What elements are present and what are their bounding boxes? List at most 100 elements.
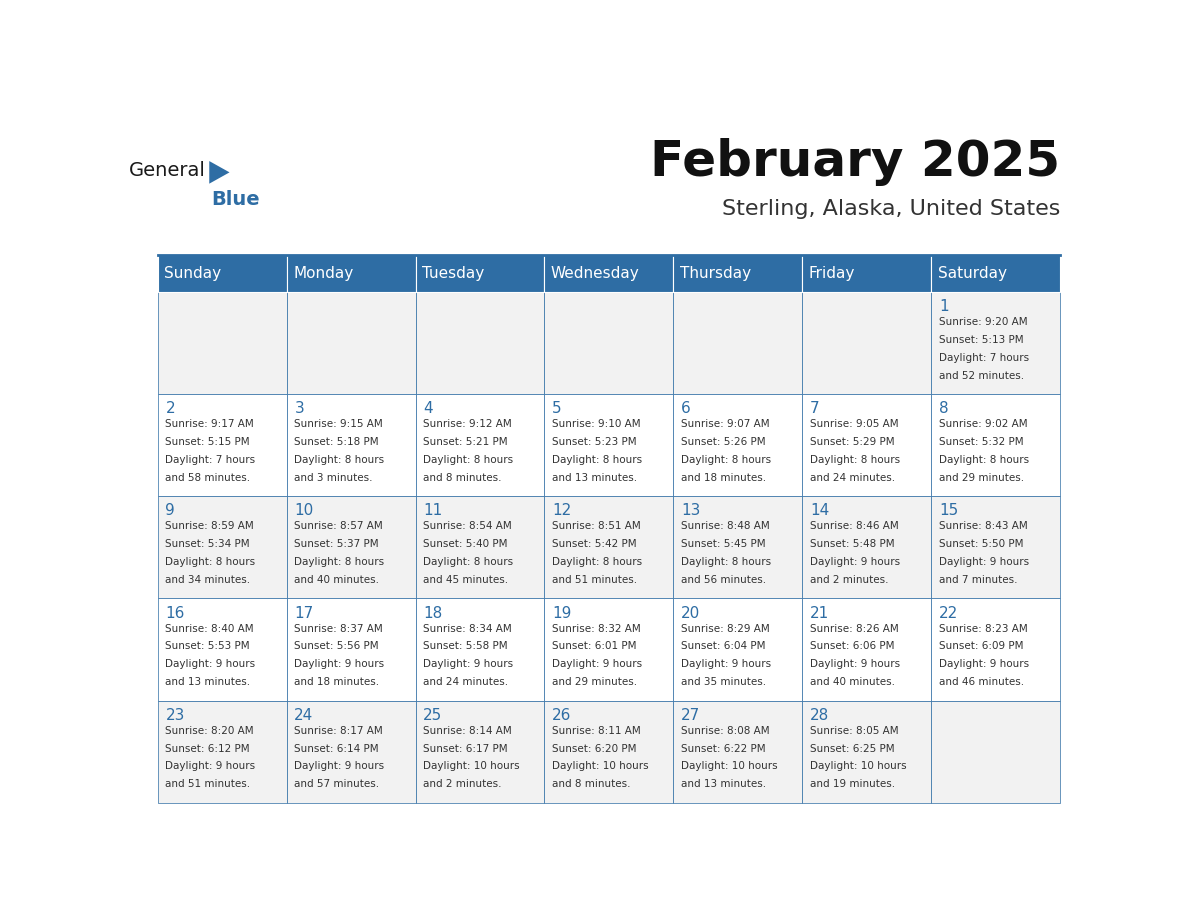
Text: 3: 3 — [295, 401, 304, 416]
Text: Sunset: 6:06 PM: Sunset: 6:06 PM — [810, 642, 895, 652]
Text: Monday: Monday — [293, 266, 353, 281]
Text: and 7 minutes.: and 7 minutes. — [939, 575, 1017, 585]
Bar — [674, 292, 802, 394]
Text: Sunrise: 8:23 AM: Sunrise: 8:23 AM — [939, 623, 1028, 633]
Text: Daylight: 8 hours: Daylight: 8 hours — [423, 557, 513, 567]
Text: Sunset: 5:34 PM: Sunset: 5:34 PM — [165, 539, 249, 549]
Text: Sunset: 5:45 PM: Sunset: 5:45 PM — [681, 539, 765, 549]
Bar — [674, 255, 802, 292]
Bar — [158, 700, 286, 803]
Text: Sunrise: 8:51 AM: Sunrise: 8:51 AM — [552, 521, 640, 532]
Text: Sunrise: 8:37 AM: Sunrise: 8:37 AM — [295, 623, 383, 633]
Text: Sunset: 5:32 PM: Sunset: 5:32 PM — [939, 437, 1023, 447]
Text: Sunrise: 8:32 AM: Sunrise: 8:32 AM — [552, 623, 640, 633]
Text: Saturday: Saturday — [937, 266, 1006, 281]
Text: and 51 minutes.: and 51 minutes. — [552, 575, 637, 585]
Text: Sunset: 5:13 PM: Sunset: 5:13 PM — [939, 335, 1023, 345]
Text: Sunrise: 9:20 AM: Sunrise: 9:20 AM — [939, 317, 1028, 327]
Text: Sunset: 6:14 PM: Sunset: 6:14 PM — [295, 744, 379, 754]
Text: Daylight: 8 hours: Daylight: 8 hours — [295, 454, 385, 465]
Text: Sunrise: 8:11 AM: Sunrise: 8:11 AM — [552, 726, 640, 735]
Text: Sunset: 5:48 PM: Sunset: 5:48 PM — [810, 539, 895, 549]
Bar — [416, 255, 544, 292]
Text: and 45 minutes.: and 45 minutes. — [423, 575, 508, 585]
Text: Sunset: 5:37 PM: Sunset: 5:37 PM — [295, 539, 379, 549]
Bar — [158, 394, 286, 497]
Text: 10: 10 — [295, 503, 314, 519]
Text: 1: 1 — [939, 299, 948, 314]
Text: and 13 minutes.: and 13 minutes. — [681, 779, 766, 789]
Text: Sunrise: 8:26 AM: Sunrise: 8:26 AM — [810, 623, 898, 633]
Text: Daylight: 8 hours: Daylight: 8 hours — [939, 454, 1029, 465]
Text: 26: 26 — [552, 708, 571, 722]
Bar — [931, 599, 1060, 700]
Text: 7: 7 — [810, 401, 820, 416]
Text: Sunrise: 9:02 AM: Sunrise: 9:02 AM — [939, 420, 1028, 429]
Bar — [931, 497, 1060, 599]
Text: Sunset: 6:01 PM: Sunset: 6:01 PM — [552, 642, 637, 652]
Text: Sunrise: 8:20 AM: Sunrise: 8:20 AM — [165, 726, 254, 735]
Text: 6: 6 — [681, 401, 690, 416]
Text: Sunrise: 8:59 AM: Sunrise: 8:59 AM — [165, 521, 254, 532]
Text: Daylight: 9 hours: Daylight: 9 hours — [681, 659, 771, 669]
Bar — [158, 497, 286, 599]
Bar — [931, 292, 1060, 394]
Text: Sunrise: 8:54 AM: Sunrise: 8:54 AM — [423, 521, 512, 532]
Text: 24: 24 — [295, 708, 314, 722]
Text: 28: 28 — [810, 708, 829, 722]
Text: Sunset: 5:21 PM: Sunset: 5:21 PM — [423, 437, 507, 447]
Text: Wednesday: Wednesday — [551, 266, 639, 281]
Polygon shape — [209, 161, 229, 184]
Bar — [158, 599, 286, 700]
Text: Daylight: 8 hours: Daylight: 8 hours — [423, 454, 513, 465]
Text: 13: 13 — [681, 503, 701, 519]
Text: Daylight: 9 hours: Daylight: 9 hours — [295, 762, 385, 771]
Text: Sunset: 6:12 PM: Sunset: 6:12 PM — [165, 744, 249, 754]
Text: Sunset: 6:17 PM: Sunset: 6:17 PM — [423, 744, 507, 754]
Text: Sunset: 6:22 PM: Sunset: 6:22 PM — [681, 744, 765, 754]
Bar — [286, 394, 416, 497]
Text: and 58 minutes.: and 58 minutes. — [165, 473, 251, 483]
Text: Sunday: Sunday — [164, 266, 221, 281]
Text: Sunset: 5:18 PM: Sunset: 5:18 PM — [295, 437, 379, 447]
Text: 17: 17 — [295, 606, 314, 621]
Text: 12: 12 — [552, 503, 571, 519]
Text: and 29 minutes.: and 29 minutes. — [939, 473, 1024, 483]
Text: Daylight: 8 hours: Daylight: 8 hours — [552, 454, 643, 465]
Bar — [158, 292, 286, 394]
Text: Sunrise: 8:05 AM: Sunrise: 8:05 AM — [810, 726, 898, 735]
Bar — [674, 497, 802, 599]
Text: Sunrise: 9:05 AM: Sunrise: 9:05 AM — [810, 420, 898, 429]
Text: Sunset: 5:23 PM: Sunset: 5:23 PM — [552, 437, 637, 447]
Text: Sunrise: 8:08 AM: Sunrise: 8:08 AM — [681, 726, 770, 735]
Text: and 13 minutes.: and 13 minutes. — [165, 677, 251, 688]
Text: Daylight: 8 hours: Daylight: 8 hours — [681, 454, 771, 465]
Bar — [544, 292, 674, 394]
Text: Tuesday: Tuesday — [422, 266, 485, 281]
Text: Daylight: 9 hours: Daylight: 9 hours — [939, 557, 1029, 567]
Text: 8: 8 — [939, 401, 948, 416]
Text: and 19 minutes.: and 19 minutes. — [810, 779, 895, 789]
Text: 9: 9 — [165, 503, 175, 519]
Text: Daylight: 8 hours: Daylight: 8 hours — [165, 557, 255, 567]
Text: Sunrise: 9:12 AM: Sunrise: 9:12 AM — [423, 420, 512, 429]
Text: Daylight: 9 hours: Daylight: 9 hours — [810, 557, 901, 567]
Text: Daylight: 9 hours: Daylight: 9 hours — [165, 762, 255, 771]
Text: and 34 minutes.: and 34 minutes. — [165, 575, 251, 585]
Text: 14: 14 — [810, 503, 829, 519]
Text: Daylight: 9 hours: Daylight: 9 hours — [939, 659, 1029, 669]
Bar — [286, 497, 416, 599]
Text: Daylight: 10 hours: Daylight: 10 hours — [423, 762, 520, 771]
Text: 11: 11 — [423, 503, 442, 519]
Text: and 40 minutes.: and 40 minutes. — [295, 575, 379, 585]
Bar — [286, 255, 416, 292]
Text: Sunset: 5:58 PM: Sunset: 5:58 PM — [423, 642, 507, 652]
Text: Sunrise: 8:14 AM: Sunrise: 8:14 AM — [423, 726, 512, 735]
Text: Thursday: Thursday — [680, 266, 751, 281]
Text: Sunrise: 9:15 AM: Sunrise: 9:15 AM — [295, 420, 383, 429]
Text: 16: 16 — [165, 606, 185, 621]
Bar — [931, 394, 1060, 497]
Bar — [544, 255, 674, 292]
Text: Sunrise: 9:17 AM: Sunrise: 9:17 AM — [165, 420, 254, 429]
Text: Daylight: 9 hours: Daylight: 9 hours — [810, 659, 901, 669]
